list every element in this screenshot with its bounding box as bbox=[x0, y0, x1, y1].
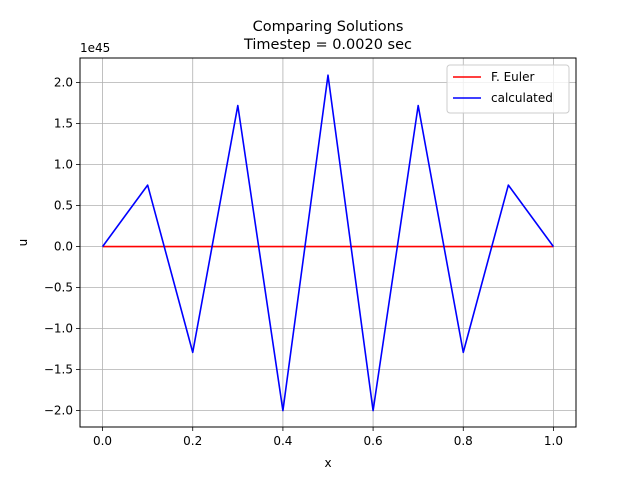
y-tick-label: 1.0 bbox=[54, 158, 73, 172]
chart-subtitle: Timestep = 0.0020 sec bbox=[243, 37, 412, 53]
x-tick-label: 0.0 bbox=[93, 434, 112, 448]
x-tick-label: 1.0 bbox=[544, 434, 563, 448]
y-tick-label: −2.0 bbox=[44, 404, 73, 418]
y-tick-label: 2.0 bbox=[54, 76, 73, 90]
axis-ticks: 0.0 0.2 0.4 0.6 0.8 1.0 −2.0 −1.5 −1.0 −0.5 0.0 0.5… bbox=[44, 76, 563, 448]
y-tick-label: 1.5 bbox=[54, 117, 73, 131]
x-axis-label: x bbox=[324, 456, 331, 470]
y-tick-label: −0.5 bbox=[44, 281, 73, 295]
y-axis-label: u bbox=[16, 239, 30, 247]
y-tick-label: 0.0 bbox=[54, 240, 73, 254]
series-lines bbox=[101, 74, 555, 412]
y-tick-label: 0.5 bbox=[54, 199, 73, 213]
x-tick-label: 0.2 bbox=[183, 434, 202, 448]
legend: F. Euler calculated bbox=[446, 64, 570, 114]
y-tick-label: −1.5 bbox=[44, 363, 73, 377]
y-tick-label: −1.0 bbox=[44, 322, 73, 336]
plot-frame bbox=[79, 57, 577, 428]
legend-label-calculated: calculated bbox=[491, 91, 553, 105]
x-tick-label: 0.4 bbox=[273, 434, 292, 448]
chart-title: Comparing Solutions bbox=[253, 19, 404, 35]
legend-label-f-euler: F. Euler bbox=[491, 70, 535, 84]
x-tick-label: 0.6 bbox=[364, 434, 383, 448]
series-line-calculated bbox=[101, 74, 555, 412]
y-axis-offset-label: 1e45 bbox=[80, 41, 110, 55]
x-tick-label: 0.8 bbox=[454, 434, 473, 448]
